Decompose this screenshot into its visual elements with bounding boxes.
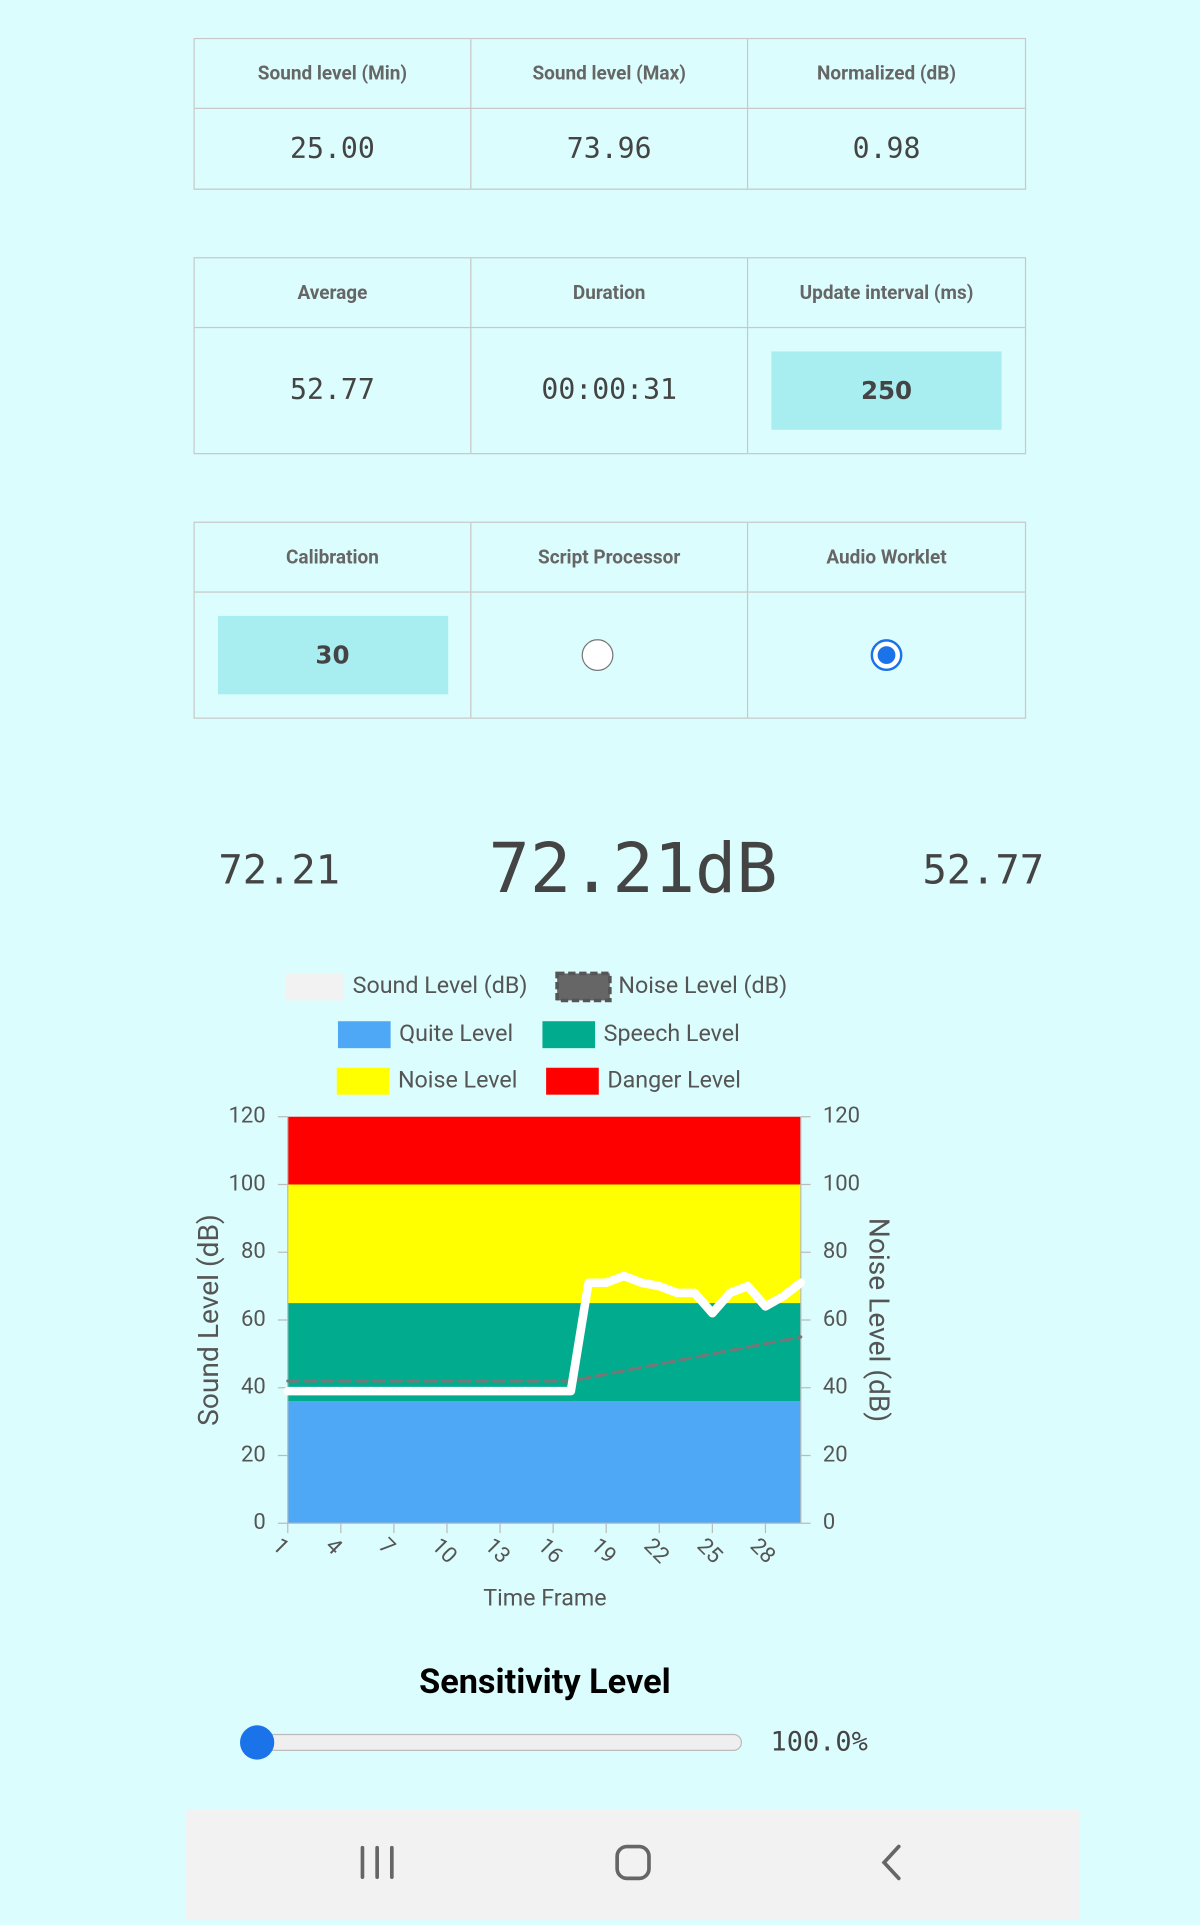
sensitivity-title: Sensitivity Level [419, 1661, 671, 1702]
x-tick-label: 25 [692, 1534, 727, 1569]
value-cell: 250 [748, 328, 1025, 453]
main-reading: 72.21dB [488, 829, 778, 910]
y2-tick-label: 100 [823, 1171, 860, 1196]
recent-apps-button[interactable] [360, 1845, 394, 1879]
level-band [287, 1401, 801, 1524]
legend-label: Sound Level (dB) [353, 971, 528, 999]
legend-swatch [555, 971, 612, 1003]
legend-label: Quite Level [399, 1019, 513, 1047]
y-tick-label: 100 [229, 1171, 266, 1196]
x-axis-title: Time Frame [483, 1583, 606, 1611]
series-line [286, 1335, 803, 1383]
value-cell [748, 593, 1025, 718]
value-cell: 52.77 [195, 328, 472, 454]
y2-tick-label: 120 [823, 1104, 860, 1129]
x-tick-label: 1 [267, 1534, 293, 1560]
y2-tick-label: 40 [823, 1375, 848, 1400]
x-tick-label: 22 [639, 1534, 674, 1569]
legend-label: Noise Level (dB) [618, 971, 787, 999]
legend-swatch [336, 1067, 390, 1095]
level-band [287, 1184, 801, 1304]
x-tick-label: 16 [533, 1534, 568, 1569]
table: Average Duration Update interval (ms) 52.77… [193, 257, 1027, 455]
y-tick-label: 0 [253, 1510, 265, 1535]
x-tick-label: 19 [586, 1534, 621, 1569]
radio-button[interactable] [581, 639, 613, 672]
header-cell: Sound level (Max) [471, 39, 749, 109]
legend-label: Danger Level [607, 1065, 741, 1093]
y-tick-label: 20 [241, 1442, 266, 1467]
value-cell: 30 [195, 592, 472, 718]
series-line [283, 1271, 806, 1396]
value-text: 25.00 [290, 132, 375, 165]
y2-tick-label: 80 [823, 1239, 848, 1264]
header-cell: Normalized (dB) [748, 39, 1025, 109]
table: Sound level (Min) Sound level (Max) Normal… [193, 37, 1027, 190]
average-reading: 52.77 [922, 845, 1045, 894]
current-reading: 72.21 [218, 845, 341, 894]
x-tick-label: 10 [426, 1534, 461, 1569]
level-band [287, 1116, 801, 1185]
header-cell: Script Processor [471, 522, 749, 593]
nav-icons [360, 1844, 901, 1881]
number-input[interactable]: 30 [217, 615, 448, 695]
legend-swatch [337, 1021, 391, 1049]
header-cell: Sound level (Min) [194, 39, 472, 109]
header-cell: Average [194, 258, 472, 329]
legend-label: Speech Level [604, 1019, 740, 1047]
back-button[interactable] [881, 1844, 901, 1881]
x-tick-label: 28 [745, 1534, 780, 1569]
slider-thumb[interactable] [240, 1725, 275, 1760]
value-cell: 73.96 [471, 108, 749, 189]
y-tick-label: 40 [241, 1375, 266, 1400]
radio-button[interactable] [870, 639, 903, 672]
header-cell: Audio Worklet [748, 523, 1025, 593]
x-tick-label: 13 [479, 1534, 514, 1569]
number-input[interactable]: 250 [771, 351, 1002, 430]
header-cell: Calibration [194, 522, 472, 593]
x-tick-label: 4 [320, 1534, 346, 1560]
table: Calibration Script Processor Audio Worklet… [193, 521, 1027, 719]
legend-swatch [285, 973, 345, 1001]
legend-swatch [546, 1067, 599, 1095]
y2-tick-label: 60 [823, 1307, 848, 1332]
sensitivity-value: 100.0% [770, 1727, 868, 1758]
legend-label: Noise Level [398, 1065, 517, 1093]
value-cell: 00:00:31 [471, 328, 749, 454]
value-cell: 0.98 [748, 109, 1025, 189]
value-cell: 25.00 [195, 108, 472, 189]
slider-track[interactable] [252, 1733, 743, 1752]
y-tick-label: 60 [241, 1307, 266, 1332]
y-tick-label: 80 [241, 1239, 266, 1264]
nav-bar [186, 1809, 1081, 1920]
value-text: 0.98 [852, 132, 921, 165]
legend-swatch [542, 1021, 596, 1049]
value-text: 73.96 [566, 132, 652, 165]
home-button[interactable] [615, 1844, 651, 1881]
y2-tick-label: 20 [823, 1442, 848, 1467]
y-tick-label: 120 [229, 1104, 266, 1129]
x-tick-label: 7 [373, 1534, 399, 1560]
y-axis-title: Sound Level (dB) [192, 1214, 225, 1426]
value-text: 00:00:31 [541, 374, 678, 407]
value-text: 52.77 [290, 374, 375, 407]
y2-tick-label: 0 [823, 1510, 835, 1535]
y2-axis-title: Noise Level (dB) [862, 1218, 895, 1422]
header-cell: Duration [471, 258, 749, 329]
header-cell: Update interval (ms) [748, 258, 1025, 329]
value-cell [471, 592, 749, 718]
